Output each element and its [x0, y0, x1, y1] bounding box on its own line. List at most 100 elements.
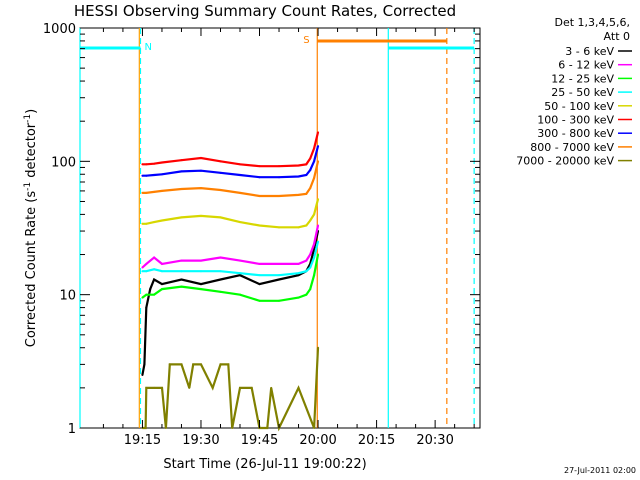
x-tick-label: 20:00 — [299, 433, 336, 448]
data-point — [317, 224, 320, 227]
data-point — [317, 240, 320, 243]
legend-entry-label: 7000 - 20000 keV — [516, 155, 614, 168]
data-point — [305, 192, 308, 195]
data-point — [160, 283, 163, 286]
data-point — [143, 363, 146, 366]
x-tick-label: 20:15 — [358, 433, 395, 448]
data-point — [297, 164, 300, 167]
data-point — [160, 270, 163, 273]
data-point — [199, 288, 202, 291]
data-point — [199, 214, 202, 217]
data-point — [160, 173, 163, 176]
data-point — [141, 163, 144, 166]
y-tick-label: 1 — [68, 422, 76, 437]
data-point — [239, 259, 241, 262]
data-point — [180, 170, 183, 173]
y-tick-label: 10 — [59, 289, 76, 304]
series-line — [142, 132, 320, 168]
data-point — [160, 219, 163, 222]
data-point — [219, 216, 222, 219]
data-point — [160, 262, 163, 265]
data-point — [153, 221, 156, 224]
data-point — [317, 198, 320, 201]
data-point — [309, 266, 312, 269]
data-point — [199, 363, 202, 366]
data-point — [153, 268, 156, 271]
x-tick-label: 20:30 — [416, 433, 453, 448]
marker-bar-label: S — [303, 35, 309, 46]
data-point — [258, 165, 261, 168]
data-point — [180, 259, 183, 262]
data-point — [168, 363, 171, 366]
series-line — [141, 230, 320, 376]
y-tick-label: 100 — [51, 155, 76, 170]
legend-entry-label: 6 - 12 keV — [558, 59, 614, 72]
data-point — [180, 159, 183, 162]
data-point — [219, 256, 222, 259]
data-point — [141, 191, 144, 194]
data-point — [258, 194, 261, 197]
data-point — [258, 274, 261, 277]
data-point — [219, 188, 222, 191]
data-point — [305, 293, 308, 296]
legend-entry-label: 25 - 50 keV — [551, 86, 614, 99]
data-point — [141, 266, 144, 269]
data-point — [141, 373, 144, 376]
x-tick-label: 19:45 — [241, 433, 278, 448]
x-axis: 19:15 19:30 19:45 20:00 20:15 20:30 — [102, 28, 475, 448]
data-point — [199, 283, 202, 286]
data-point — [219, 171, 222, 174]
data-point — [313, 427, 316, 429]
data-point — [278, 176, 281, 179]
data-point — [239, 163, 241, 166]
data-point — [250, 386, 253, 389]
chart-title: HESSI Observing Summary Count Rates, Cor… — [74, 2, 456, 20]
data-point — [309, 253, 312, 256]
data-point — [297, 386, 300, 389]
legend-entry-label: 50 - 100 keV — [544, 100, 614, 113]
data-point — [219, 270, 222, 273]
data-point — [239, 274, 241, 277]
data-point — [309, 187, 312, 190]
data-point — [219, 290, 222, 293]
data-point — [145, 270, 148, 273]
y-axis-label: Corrected Count Rate (s-1 detector-1) — [23, 109, 39, 347]
series-group — [141, 131, 320, 432]
data-point — [180, 216, 183, 219]
data-point — [278, 274, 281, 277]
data-point — [153, 293, 156, 296]
data-point — [145, 293, 148, 296]
data-point — [297, 274, 300, 277]
footer-timestamp: 27-Jul-2011 02:00 — [564, 466, 636, 475]
data-point — [153, 386, 156, 389]
data-point — [160, 288, 163, 291]
data-point — [239, 386, 241, 389]
data-point — [258, 176, 261, 179]
data-point — [153, 190, 156, 193]
data-point — [145, 163, 148, 166]
data-point — [145, 222, 148, 225]
data-point — [239, 293, 241, 296]
legend-header-line-2: Att 0 — [604, 30, 630, 43]
data-point — [297, 193, 300, 196]
data-point — [305, 259, 308, 262]
data-point — [305, 173, 308, 176]
data-point — [297, 175, 300, 178]
data-point — [199, 187, 202, 190]
legend-entry-label: 12 - 25 keV — [551, 72, 614, 85]
data-point — [219, 278, 222, 281]
data-point — [270, 386, 273, 389]
data-point — [239, 272, 241, 275]
x-tick-label: 19:30 — [182, 433, 219, 448]
x-axis-label: Start Time (26-Jul-11 19:00:22) — [163, 457, 366, 472]
data-point — [317, 131, 320, 134]
data-point — [180, 270, 183, 273]
data-point — [199, 270, 202, 273]
data-point — [145, 174, 148, 177]
data-point — [278, 262, 281, 265]
data-point — [309, 157, 312, 160]
data-point — [239, 221, 241, 224]
series-line — [141, 225, 320, 269]
